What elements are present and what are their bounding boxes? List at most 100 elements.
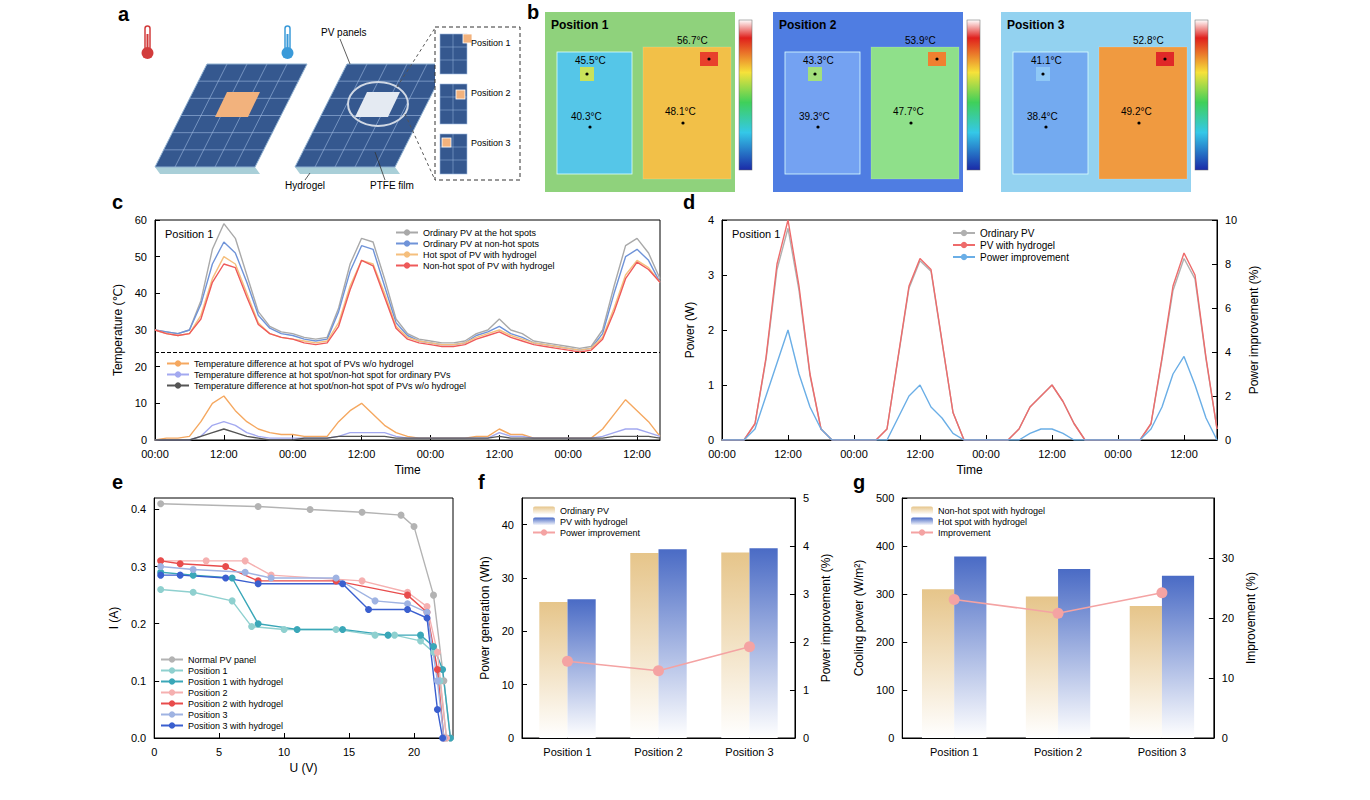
svg-text:Temperature difference at hot: Temperature difference at hot spot/non-h… bbox=[194, 381, 466, 391]
svg-text:Non-hot spot with hydrogel: Non-hot spot with hydrogel bbox=[938, 506, 1045, 516]
svg-text:10: 10 bbox=[278, 746, 290, 758]
svg-text:Improvement (%): Improvement (%) bbox=[1244, 572, 1258, 664]
svg-text:10: 10 bbox=[1225, 214, 1237, 226]
svg-text:20: 20 bbox=[1222, 612, 1234, 624]
svg-text:PV with hydrogel: PV with hydrogel bbox=[560, 517, 628, 527]
svg-text:00:00: 00:00 bbox=[972, 448, 1000, 460]
svg-text:Improvement: Improvement bbox=[938, 528, 991, 538]
svg-text:Normal PV panel: Normal PV panel bbox=[188, 655, 256, 665]
svg-text:U (V): U (V) bbox=[290, 761, 318, 775]
svg-text:4: 4 bbox=[708, 214, 714, 226]
svg-text:Position 2: Position 2 bbox=[634, 746, 682, 758]
svg-text:10: 10 bbox=[1222, 672, 1234, 684]
svg-text:Position 1 with hydrogel: Position 1 with hydrogel bbox=[188, 677, 283, 687]
svg-text:30: 30 bbox=[1222, 552, 1234, 564]
svg-text:40.3°C: 40.3°C bbox=[571, 111, 602, 122]
svg-text:10: 10 bbox=[502, 679, 514, 691]
svg-text:0: 0 bbox=[888, 732, 894, 744]
svg-text:Position 2 with hydrogel: Position 2 with hydrogel bbox=[188, 699, 283, 709]
svg-text:Position 1: Position 1 bbox=[732, 228, 780, 240]
svg-text:12:00: 12:00 bbox=[774, 448, 802, 460]
svg-text:1: 1 bbox=[708, 379, 714, 391]
svg-text:Position 3 with hydrogel: Position 3 with hydrogel bbox=[188, 721, 283, 731]
svg-text:12:00: 12:00 bbox=[1170, 448, 1198, 460]
svg-text:0: 0 bbox=[151, 746, 157, 758]
svg-text:2: 2 bbox=[708, 324, 714, 336]
svg-text:0.1: 0.1 bbox=[131, 675, 146, 687]
svg-text:0: 0 bbox=[1222, 732, 1228, 744]
svg-text:Position 1: Position 1 bbox=[543, 746, 591, 758]
svg-text:00:00: 00:00 bbox=[417, 448, 445, 460]
svg-text:4: 4 bbox=[803, 540, 809, 552]
svg-text:52.8°C: 52.8°C bbox=[1133, 35, 1164, 46]
svg-text:53.9°C: 53.9°C bbox=[905, 35, 936, 46]
svg-text:PV panels: PV panels bbox=[321, 27, 367, 38]
svg-text:Time: Time bbox=[956, 463, 983, 477]
svg-text:20: 20 bbox=[135, 361, 147, 373]
svg-text:30: 30 bbox=[135, 324, 147, 336]
svg-text:I (A): I (A) bbox=[107, 607, 121, 630]
svg-text:00:00: 00:00 bbox=[279, 448, 307, 460]
svg-text:0: 0 bbox=[708, 434, 714, 446]
svg-text:400: 400 bbox=[876, 540, 894, 552]
svg-text:12:00: 12:00 bbox=[623, 448, 651, 460]
svg-text:Cooling power (W/m²): Cooling power (W/m²) bbox=[852, 560, 866, 677]
svg-text:49.2°C: 49.2°C bbox=[1121, 106, 1152, 117]
svg-text:300: 300 bbox=[876, 588, 894, 600]
svg-text:0.4: 0.4 bbox=[131, 503, 146, 515]
svg-text:45.5°C: 45.5°C bbox=[575, 55, 606, 66]
svg-text:Position 2: Position 2 bbox=[779, 18, 837, 32]
svg-text:15: 15 bbox=[343, 746, 355, 758]
svg-text:Position 3: Position 3 bbox=[471, 138, 511, 148]
svg-text:Ordinary PV at non-hot spots: Ordinary PV at non-hot spots bbox=[423, 239, 540, 249]
svg-text:00:00: 00:00 bbox=[141, 448, 169, 460]
svg-text:4: 4 bbox=[1225, 346, 1231, 358]
svg-text:Position 1: Position 1 bbox=[188, 666, 228, 676]
svg-text:10: 10 bbox=[135, 397, 147, 409]
svg-text:5: 5 bbox=[216, 746, 222, 758]
svg-text:Position 2: Position 2 bbox=[471, 88, 511, 98]
svg-text:20: 20 bbox=[502, 625, 514, 637]
svg-text:38.4°C: 38.4°C bbox=[1027, 111, 1058, 122]
svg-text:3: 3 bbox=[803, 588, 809, 600]
svg-text:12:00: 12:00 bbox=[210, 448, 238, 460]
svg-text:Time: Time bbox=[394, 463, 421, 477]
svg-text:2: 2 bbox=[803, 636, 809, 648]
svg-text:Position 3: Position 3 bbox=[188, 710, 228, 720]
svg-text:1: 1 bbox=[803, 684, 809, 696]
svg-text:3: 3 bbox=[708, 269, 714, 281]
svg-text:Ordinary PV: Ordinary PV bbox=[560, 506, 609, 516]
svg-text:0.2: 0.2 bbox=[131, 618, 146, 630]
svg-text:PV with hydrogel: PV with hydrogel bbox=[980, 240, 1055, 251]
svg-text:40: 40 bbox=[502, 519, 514, 531]
svg-text:Position 2: Position 2 bbox=[1034, 746, 1082, 758]
svg-text:0.3: 0.3 bbox=[131, 561, 146, 573]
svg-text:0: 0 bbox=[1225, 434, 1231, 446]
svg-text:50: 50 bbox=[135, 251, 147, 263]
svg-text:5: 5 bbox=[803, 492, 809, 504]
svg-text:60: 60 bbox=[135, 214, 147, 226]
svg-text:47.7°C: 47.7°C bbox=[893, 106, 924, 117]
svg-text:Position 1: Position 1 bbox=[551, 18, 609, 32]
svg-text:Power improvement (%): Power improvement (%) bbox=[819, 554, 833, 683]
svg-text:00:00: 00:00 bbox=[554, 448, 582, 460]
svg-text:Hot spot with hydrogel: Hot spot with hydrogel bbox=[938, 517, 1027, 527]
svg-text:39.3°C: 39.3°C bbox=[799, 111, 830, 122]
svg-text:12:00: 12:00 bbox=[906, 448, 934, 460]
svg-text:2: 2 bbox=[1225, 390, 1231, 402]
svg-text:40: 40 bbox=[135, 287, 147, 299]
svg-text:Position 1: Position 1 bbox=[165, 228, 213, 240]
svg-text:30: 30 bbox=[502, 572, 514, 584]
svg-text:Temperature difference at hot: Temperature difference at hot spot/non-h… bbox=[194, 370, 451, 380]
svg-text:12:00: 12:00 bbox=[486, 448, 514, 460]
svg-text:200: 200 bbox=[876, 636, 894, 648]
svg-text:Position 1: Position 1 bbox=[930, 746, 978, 758]
svg-text:6: 6 bbox=[1225, 302, 1231, 314]
svg-text:00:00: 00:00 bbox=[1104, 448, 1132, 460]
svg-text:0: 0 bbox=[803, 732, 809, 744]
svg-text:Non-hot spot of PV with hydrog: Non-hot spot of PV with hydrogel bbox=[423, 261, 555, 271]
svg-text:Power improvement (%): Power improvement (%) bbox=[1247, 266, 1261, 395]
svg-text:Temperature (℃): Temperature (℃) bbox=[111, 284, 125, 376]
svg-text:Power improvement: Power improvement bbox=[560, 528, 641, 538]
svg-text:0.0: 0.0 bbox=[131, 732, 146, 744]
